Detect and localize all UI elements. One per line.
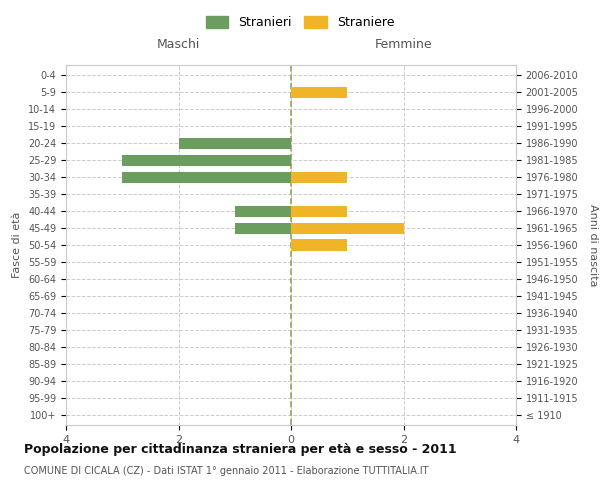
Bar <box>291 206 347 216</box>
Bar <box>179 138 291 148</box>
Y-axis label: Fasce di età: Fasce di età <box>13 212 22 278</box>
Y-axis label: Anni di nascita: Anni di nascita <box>588 204 598 286</box>
Bar <box>291 86 347 98</box>
Bar <box>235 206 291 216</box>
Bar <box>291 222 404 234</box>
Bar <box>291 172 347 182</box>
Bar <box>235 222 291 234</box>
Text: Popolazione per cittadinanza straniera per età e sesso - 2011: Popolazione per cittadinanza straniera p… <box>24 442 457 456</box>
Bar <box>122 154 291 166</box>
Text: Maschi: Maschi <box>157 38 200 51</box>
Legend: Stranieri, Straniere: Stranieri, Straniere <box>201 11 399 34</box>
Text: Femmine: Femmine <box>374 38 433 51</box>
Text: COMUNE DI CICALA (CZ) - Dati ISTAT 1° gennaio 2011 - Elaborazione TUTTITALIA.IT: COMUNE DI CICALA (CZ) - Dati ISTAT 1° ge… <box>24 466 428 476</box>
Bar <box>291 240 347 250</box>
Bar <box>122 172 291 182</box>
